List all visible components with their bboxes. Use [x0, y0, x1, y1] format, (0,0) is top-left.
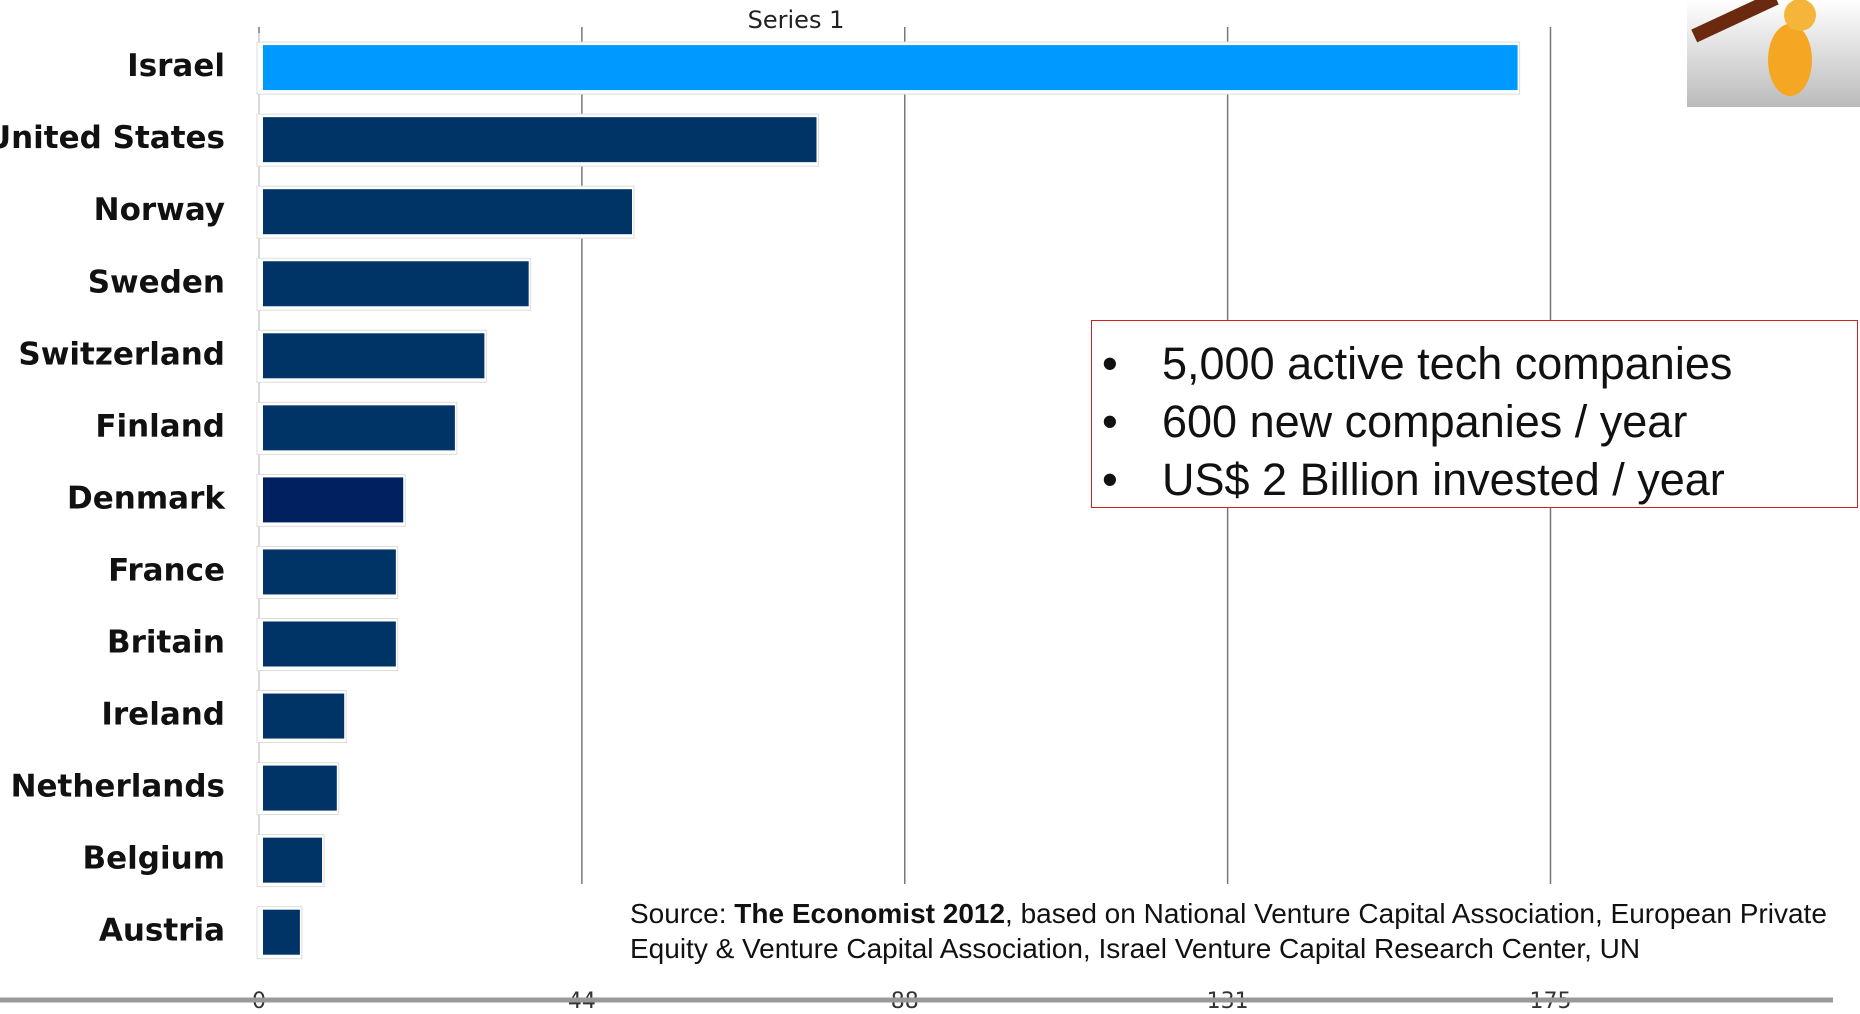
bar	[263, 189, 632, 235]
y-tick-label: Switzerland	[18, 336, 225, 372]
bar	[263, 909, 300, 955]
bullet: 600 new companies / year	[1102, 393, 1857, 451]
bar	[263, 693, 345, 739]
y-tick-label: Denmark	[67, 480, 226, 516]
bar	[263, 117, 817, 163]
y-tick-label: Belgium	[83, 841, 225, 877]
y-tick-label: Sweden	[88, 264, 225, 300]
y-tick-label: Finland	[95, 408, 225, 444]
bar	[263, 837, 323, 883]
y-tick-label: Israel	[127, 48, 225, 84]
bar	[263, 45, 1518, 91]
source-rest: , based on National Venture Capital Asso…	[630, 898, 1827, 964]
bullet: US$ 2 Billion invested / year	[1102, 451, 1857, 509]
decorative-image	[1687, 0, 1860, 107]
bar	[263, 477, 404, 523]
callout-box: 5,000 active tech companies 600 new comp…	[1091, 320, 1858, 509]
bullet-list: 5,000 active tech companies 600 new comp…	[1092, 335, 1857, 509]
y-tick-label: United States	[0, 120, 225, 156]
y-tick-label: Britain	[107, 625, 225, 661]
y-tick-label: Netherlands	[11, 769, 225, 805]
y-tick-label: Austria	[99, 913, 225, 949]
bar	[263, 261, 529, 307]
source-note: Source: The Economist 2012, based on Nat…	[630, 896, 1830, 966]
y-tick-label: France	[108, 552, 225, 588]
bar	[263, 765, 337, 811]
source-bold: The Economist 2012	[734, 898, 1006, 929]
bar	[263, 549, 396, 595]
source-prefix: Source:	[630, 898, 727, 929]
bar	[263, 621, 396, 667]
y-tick-label: Ireland	[101, 697, 225, 733]
bar	[263, 405, 455, 451]
bullet: 5,000 active tech companies	[1102, 335, 1857, 393]
legend-label: Series 1	[748, 6, 845, 34]
y-tick-label: Norway	[94, 192, 225, 228]
bar	[263, 333, 485, 379]
